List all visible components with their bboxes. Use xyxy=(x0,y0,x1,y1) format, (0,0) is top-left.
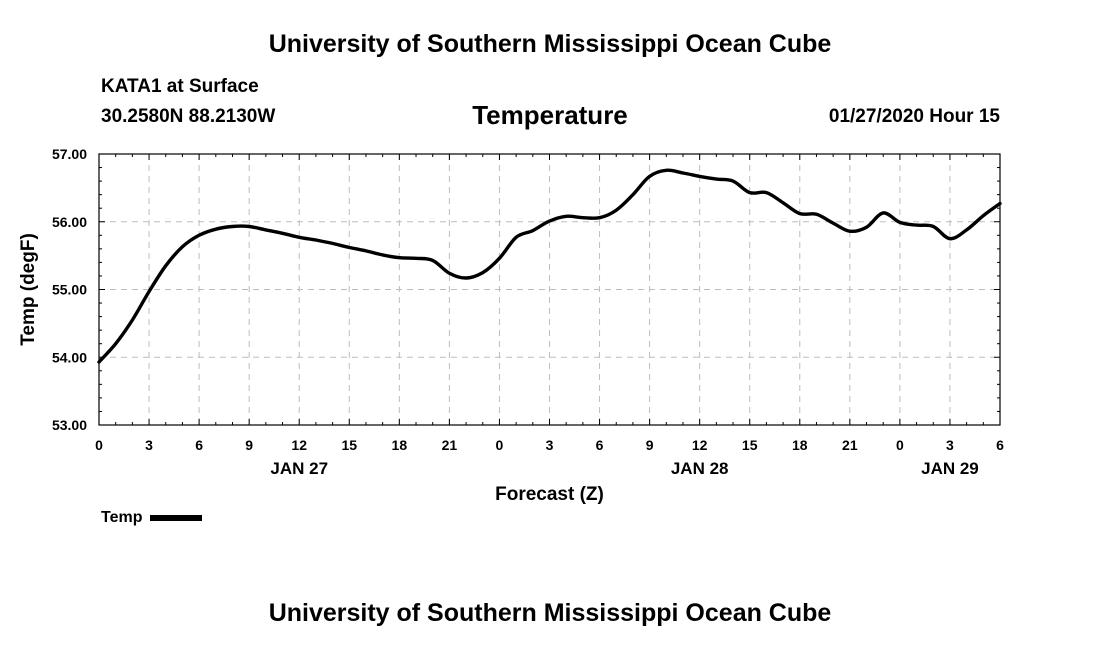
x-tick-label: 6 xyxy=(996,437,1004,453)
temp-data-point xyxy=(581,216,584,219)
temp-data-point xyxy=(965,228,968,231)
temp-data-point xyxy=(882,211,885,214)
y-tick-label: 56.00 xyxy=(52,214,87,230)
x-tick-label: 3 xyxy=(145,437,153,453)
temp-data-point xyxy=(481,271,484,274)
temp-data-point xyxy=(231,225,234,228)
temp-data-point xyxy=(815,213,818,216)
forecast-datetime: 01/27/2020 Hour 15 xyxy=(828,106,1000,127)
temp-data-point xyxy=(515,236,518,239)
temp-data-point xyxy=(381,253,384,256)
x-tick-label: 3 xyxy=(546,437,554,453)
temp-data-point xyxy=(782,201,785,204)
temp-data-point xyxy=(148,290,151,293)
temp-data-point xyxy=(281,232,284,235)
x-tick-label: 9 xyxy=(646,437,654,453)
temp-data-point xyxy=(264,228,267,231)
temp-data-point xyxy=(798,212,801,215)
temp-data-point xyxy=(348,246,351,249)
x-tick-label: 12 xyxy=(291,437,307,453)
temp-data-point xyxy=(898,221,901,224)
x-tick-label: 15 xyxy=(742,437,758,453)
temp-data-point xyxy=(531,229,534,232)
temp-data-point xyxy=(314,239,317,242)
x-tick-label: 0 xyxy=(496,437,504,453)
temp-data-point xyxy=(415,257,418,260)
temp-data-point xyxy=(465,277,468,280)
temp-data-point xyxy=(548,220,551,223)
x-tick-label: 18 xyxy=(392,437,408,453)
x-tick-label: 6 xyxy=(195,437,203,453)
temp-data-point xyxy=(915,224,918,227)
chart-title: Temperature xyxy=(472,100,628,130)
temp-data-point xyxy=(732,180,735,183)
temp-data-point xyxy=(999,202,1002,205)
temp-data-point xyxy=(982,214,985,217)
date-label: JAN 29 xyxy=(921,459,979,478)
temp-data-point xyxy=(948,237,951,240)
temp-data-point xyxy=(181,245,184,248)
x-tick-label: 21 xyxy=(842,437,858,453)
temp-data-point xyxy=(398,256,401,259)
x-tick-label: 3 xyxy=(946,437,954,453)
date-label: JAN 28 xyxy=(671,459,729,478)
temp-data-point xyxy=(932,225,935,228)
temp-data-point xyxy=(198,234,201,237)
temp-data-point xyxy=(682,172,685,175)
temp-data-point xyxy=(498,257,501,260)
legend: Temp xyxy=(101,509,203,527)
temp-data-point xyxy=(832,222,835,225)
temp-data-point xyxy=(865,226,868,229)
temp-data-point xyxy=(331,242,334,245)
temp-data-point xyxy=(648,175,651,178)
temp-data-point xyxy=(448,272,451,275)
temp-data-point xyxy=(615,209,618,212)
y-tick-label: 57.00 xyxy=(52,146,87,162)
x-tick-label: 0 xyxy=(95,437,103,453)
temp-data-point xyxy=(765,191,768,194)
temp-data-point xyxy=(248,225,251,228)
y-tick-label: 54.00 xyxy=(52,349,87,365)
legend-line-swatch xyxy=(150,514,203,521)
x-tick-label: 21 xyxy=(442,437,458,453)
y-tick-label: 55.00 xyxy=(52,282,87,298)
temp-data-point xyxy=(665,169,668,172)
temp-data-point xyxy=(365,249,368,252)
temp-data-point xyxy=(698,175,701,178)
x-axis-label: Forecast (Z) xyxy=(495,484,604,505)
temp-series-line xyxy=(97,168,1002,364)
temp-data-point xyxy=(631,193,634,196)
temp-data-point xyxy=(214,228,217,231)
footer-title: University of Southern Mississippi Ocean… xyxy=(268,599,832,627)
temp-data-point xyxy=(431,259,434,262)
temp-data-point xyxy=(131,319,134,322)
y-axis-label: Temp (degF) xyxy=(18,233,39,346)
y-tick-label: 53.00 xyxy=(52,417,87,433)
x-tick-label: 6 xyxy=(596,437,604,453)
temp-data-point xyxy=(565,215,568,218)
station-coordinates: 30.2580N 88.2130W xyxy=(101,106,276,127)
station-label: KATA1 at Surface xyxy=(101,76,259,97)
x-tick-label: 18 xyxy=(792,437,808,453)
temp-data-point xyxy=(98,361,101,364)
x-tick-label: 15 xyxy=(341,437,357,453)
x-tick-label: 9 xyxy=(245,437,253,453)
temp-data-point xyxy=(748,191,751,194)
legend-label: Temp xyxy=(101,509,143,526)
temp-data-point xyxy=(715,178,718,181)
header-title: University of Southern Mississippi Ocean… xyxy=(268,30,832,58)
temp-data-point xyxy=(848,230,851,233)
temp-data-point xyxy=(164,264,167,267)
temp-data-point xyxy=(598,216,601,219)
temp-data-point xyxy=(298,236,301,239)
date-label: JAN 27 xyxy=(270,459,328,478)
x-tick-label: 0 xyxy=(896,437,904,453)
temp-data-point xyxy=(114,342,117,345)
x-tick-label: 12 xyxy=(692,437,708,453)
